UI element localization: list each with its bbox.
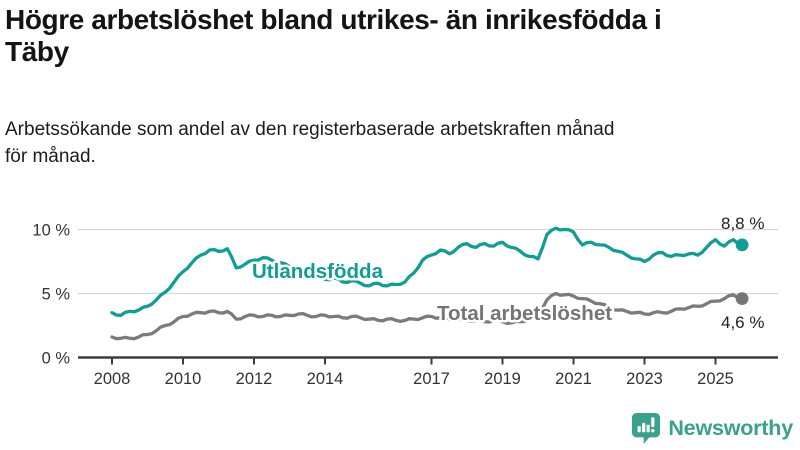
newsworthy-logo[interactable]: Newsworthy bbox=[631, 412, 793, 445]
newsworthy-wordmark: Newsworthy bbox=[668, 416, 793, 440]
x-tick-label: 2012 bbox=[236, 370, 273, 388]
chart-subtitle: Arbetssökande som andel av den registerb… bbox=[5, 117, 790, 170]
newsworthy-bubble-chart-icon bbox=[632, 413, 661, 444]
page-title-line-1: Högre arbetslöshet bland utrikes- än inr… bbox=[5, 4, 662, 35]
series-label-utlandsfodda: Utlandsfödda bbox=[252, 260, 384, 283]
x-tick-label: 2008 bbox=[94, 370, 131, 388]
chart-subtitle-line-2: för månad. bbox=[5, 145, 96, 167]
end-dot-utlandsfodda bbox=[735, 238, 749, 252]
x-tick-label: 2014 bbox=[307, 370, 344, 388]
series-line-utlandsfodda bbox=[110, 226, 744, 317]
x-tick-label: 2025 bbox=[697, 370, 734, 388]
series-line-total bbox=[110, 291, 744, 341]
series-label-total: Total arbetslöshet bbox=[437, 302, 612, 325]
x-tick-label: 2021 bbox=[555, 370, 592, 388]
page-title: Högre arbetslöshet bland utrikes- än inr… bbox=[5, 4, 796, 69]
page-title-line-2: Täby bbox=[5, 36, 69, 68]
x-tick-label: 2019 bbox=[484, 370, 521, 388]
end-value-label-total: 4,6 % bbox=[721, 313, 764, 332]
end-value-label-utlandsfodda: 8,8 % bbox=[721, 214, 764, 233]
y-tick-label: 0 % bbox=[42, 350, 71, 368]
end-dot-total bbox=[735, 292, 749, 306]
chart-subtitle-line-1: Arbetssökande som andel av den registerb… bbox=[5, 119, 615, 140]
logo-bubble-shape bbox=[632, 413, 661, 444]
y-tick-label: 5 % bbox=[42, 286, 71, 304]
y-tick-label: 10 % bbox=[32, 222, 70, 240]
x-tick-label: 2010 bbox=[165, 370, 202, 388]
unemployment-line-chart: 0 % 5 % 10 % 2008 2010 2012 2014 2017 2019 2021 20… bbox=[32, 214, 778, 388]
x-tick-label: 2023 bbox=[626, 370, 663, 388]
x-tick-label: 2017 bbox=[413, 370, 450, 388]
